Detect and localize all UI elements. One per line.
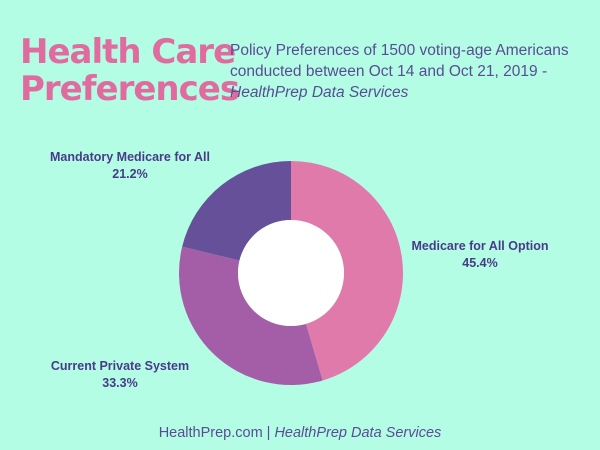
title-line-1: Health Care: [20, 32, 236, 72]
slice-private-system: [179, 246, 323, 386]
footer-source: HealthPrep Data Services: [274, 425, 442, 441]
slice-label-mandatory-medicare: Mandatory Medicare for All 21.2%: [30, 149, 230, 183]
slice-label-medicare-option: Medicare for All Option 45.4%: [400, 238, 560, 272]
donut-hole: [238, 220, 344, 326]
slice-label-medicare-option-name: Medicare for All Option: [411, 239, 549, 253]
title-line-2: Preferences: [20, 69, 240, 109]
slice-label-private-system: Current Private System 33.3%: [30, 358, 210, 392]
footer: HealthPrep.com | HealthPrep Data Services: [0, 425, 600, 441]
subtitle-source: HealthPrep Data Services: [230, 84, 409, 101]
footer-site: HealthPrep.com: [158, 425, 263, 441]
slice-label-mandatory-medicare-name: Mandatory Medicare for All: [50, 150, 210, 164]
slice-label-medicare-option-value: 45.4%: [462, 256, 498, 270]
slice-label-private-system-name: Current Private System: [50, 359, 190, 373]
slice-medicare-option: [291, 161, 404, 381]
subtitle-line-1: Policy Preferences of 1500 voting-age Am…: [230, 42, 569, 59]
slice-label-private-system-value: 33.3%: [102, 376, 138, 390]
slice-mandatory-medicare: [182, 161, 291, 261]
page-title: Health Care Preferences: [20, 32, 240, 109]
slice-label-mandatory-medicare-value: 21.2%: [112, 167, 148, 181]
subtitle-line-2: conducted between Oct 14 and Oct 21, 201…: [230, 63, 548, 80]
footer-separator: |: [266, 425, 271, 441]
chart-subtitle: Policy Preferences of 1500 voting-age Am…: [230, 40, 590, 103]
